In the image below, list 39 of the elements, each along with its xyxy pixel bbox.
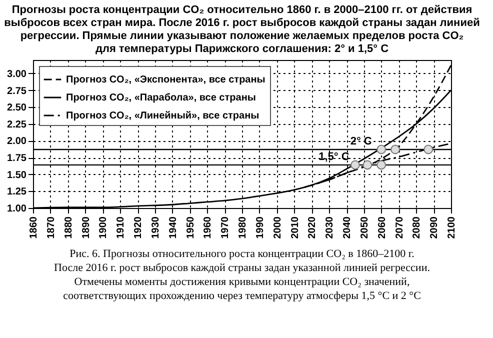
legend-label: Прогноз CO₂, «Экспонента», все страны [66, 74, 266, 86]
y-tick-label: 2.25 [7, 119, 27, 130]
x-tick-label: 2080 [412, 216, 423, 239]
x-tick-label: 2060 [376, 216, 388, 239]
x-tick-label: 2010 [290, 216, 301, 239]
x-tick-label: 1910 [116, 216, 127, 239]
y-tick-label: 2.00 [7, 136, 27, 148]
x-tick-label: 1940 [168, 216, 179, 239]
x-tick-label: 1890 [80, 216, 92, 239]
x-tick-label: 1870 [46, 216, 57, 239]
y-tick-label: 2.75 [7, 86, 27, 97]
chart-title: Прогнозы роста концентрации CO₂ относительно 1860 г. в 2000–2100 гг. от действия выбросов всех стран мира. После 2016 г. рост выбросов каждой страны задан линией регрессии. Прямые линии указывают положение желаемых пределов роста CO₂ для температуры Парижского соглашения: 2° и 1,5° C [4, 4, 480, 55]
y-tick-label: 1.25 [7, 186, 27, 198]
x-tick-label: 1900 [98, 216, 110, 239]
x-tick-label: 2020 [307, 216, 318, 239]
y-tick-label: 1.75 [7, 153, 27, 164]
x-tick-label: 1930 [150, 216, 162, 239]
x-tick-label: 2000 [272, 216, 284, 239]
y-tick-label: 3.00 [7, 68, 27, 80]
y-tick-label: 1.50 [7, 170, 27, 181]
x-tick-label: 2090 [429, 216, 440, 239]
x-tick-label: 1860 [28, 216, 40, 239]
y-tick-label: 1.00 [7, 204, 27, 214]
x-tick-label: 1960 [202, 216, 214, 239]
x-tick-label: 2070 [394, 216, 406, 239]
text: Рис. 6. Прогнозы относительного роста концентрации CO₂ в 1860–2100 г. После 2016 г. рост выбросов каждой страны задан указанной линией регрессии. Отмечены моменты достижения кривыми концентрации CO₂ значений, соответствующих прохождению через температуру атмосферы 1,5 °C и 2 °C [54, 248, 430, 302]
x-tick-label: 1970 [220, 216, 232, 239]
x-tick-label: 1990 [254, 216, 266, 239]
legend-label: Прогноз CO₂, «Парабола», все страны [66, 92, 256, 104]
x-tick-label: 2050 [359, 216, 370, 239]
x-tick-label: 1880 [63, 216, 74, 239]
x-tick-label: 1920 [133, 216, 144, 239]
y-tick-label: 2.50 [7, 102, 27, 114]
x-tick-label: 2040 [342, 216, 353, 239]
x-tick-label: 2030 [324, 216, 336, 239]
legend-label: Прогноз CO₂, «Линейный», все страны [66, 110, 260, 122]
x-tick-label: 2100 [446, 216, 458, 239]
x-tick-label: 1980 [238, 216, 248, 239]
x-tick-label: 1950 [185, 216, 196, 239]
